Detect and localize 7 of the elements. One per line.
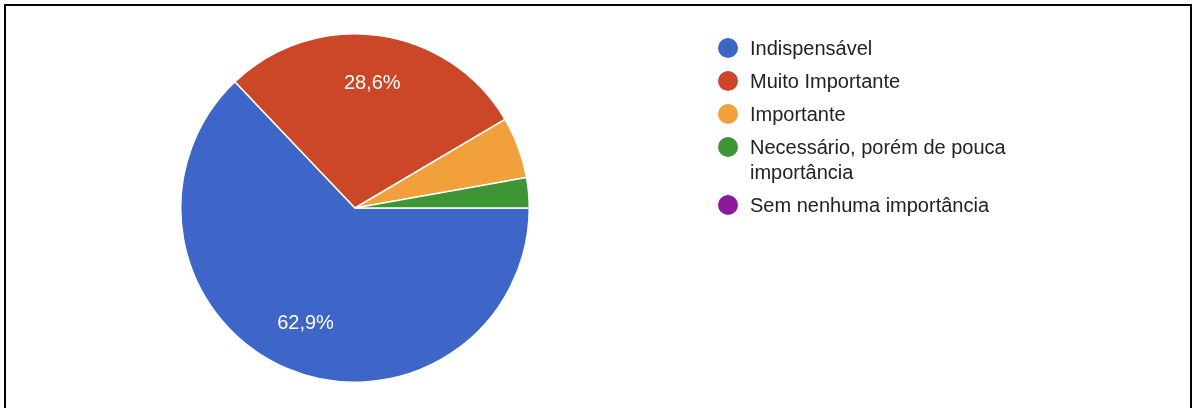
legend-label: Necessário, porém de pouca importância [750, 135, 1007, 185]
legend-label: Importante [750, 102, 846, 127]
legend-label: Indispensável [750, 36, 873, 61]
data-label: 62,9% [277, 310, 335, 333]
data-label: 28,6% [343, 71, 401, 94]
legend-label: Muito Importante [750, 69, 901, 94]
legend-label: Sem nenhuma importância [750, 193, 990, 218]
